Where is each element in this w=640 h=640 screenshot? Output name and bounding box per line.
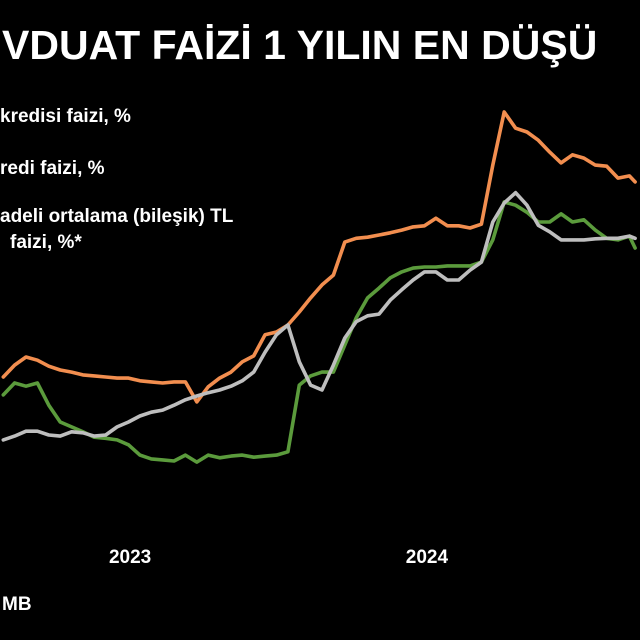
chart-legend: kredisi faizi, % redi faizi, % adeli ort… — [0, 0, 300, 260]
series-line-3 — [1, 190, 637, 442]
legend-entry-3-label-line-2: faizi, %* — [10, 232, 82, 253]
x-tick-label-2023: 2023 — [108, 547, 152, 568]
legend-entry-3: adeli ortalama (bileşik) TL faizi, %* — [0, 206, 233, 254]
legend-entry-2-label: redi faizi, % — [0, 158, 105, 179]
legend-entry-3-label-line-1: adeli ortalama (bileşik) TL — [0, 206, 234, 227]
series-line-2 — [1, 200, 637, 464]
series-line-1 — [1, 110, 637, 404]
legend-entry-1-label: kredisi faizi, % — [0, 106, 131, 127]
legend-entry-2: redi faizi, % — [0, 158, 105, 180]
legend-entry-1: kredisi faizi, % — [0, 106, 131, 128]
x-tick-label-2024: 2024 — [405, 547, 449, 568]
chart-title: VDUAT FAİZİ 1 YILIN EN DÜŞÜ — [2, 22, 598, 68]
source-note: MB — [2, 594, 32, 615]
